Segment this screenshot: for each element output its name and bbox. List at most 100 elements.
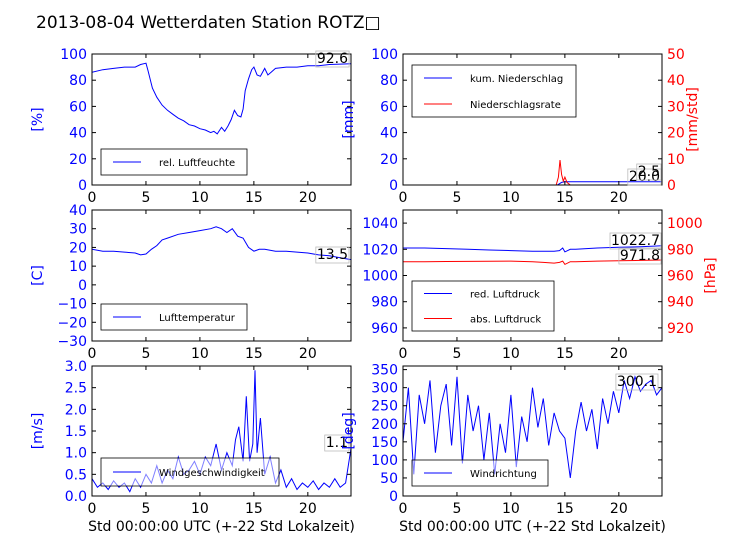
y-tick-label: 20 [69, 152, 87, 168]
legend-label: kum. Niederschlag [470, 74, 563, 85]
y-tick-label: 80 [69, 73, 87, 89]
y-tick-label: 40 [69, 126, 87, 142]
legend-label: red. Luftdruck [470, 290, 540, 301]
x-tick-label: 20 [610, 501, 628, 517]
y-tick-label: 250 [371, 399, 398, 415]
y-tick-label: −10 [57, 297, 87, 313]
y-tick-label: 50 [380, 471, 398, 487]
series-line-pressure-1 [403, 259, 662, 266]
x-tick-label: 20 [299, 501, 317, 517]
panel-pressure: 0 5 10 15 20 960 980 1000 1020 1040 920 940 960 980 10… [362, 209, 719, 362]
y-right-axis-label: [hPa] [703, 257, 719, 293]
y-tick-label: 3.0 [65, 359, 87, 375]
y-tick-label: −20 [57, 315, 87, 331]
legend-label: Niederschlagsrate [470, 100, 561, 111]
y-tick-label: 1020 [362, 242, 398, 258]
y-right-tick-label: 940 [667, 295, 694, 311]
annotation-box [609, 232, 662, 250]
annotation-box [615, 373, 659, 391]
y-tick-label: 960 [371, 321, 398, 337]
y-tick-label: 0 [389, 178, 398, 194]
x-tick-label: 15 [556, 346, 574, 362]
annotation-box [618, 247, 662, 265]
plot-frame [402, 53, 663, 186]
x-tick-label: 10 [191, 501, 209, 517]
x-tick-label: 15 [556, 190, 574, 206]
legend-box [411, 280, 555, 332]
x-tick-label: 0 [399, 346, 408, 362]
y-tick-label: 20 [380, 152, 398, 168]
x-tick-label: 10 [502, 501, 520, 517]
y-tick-label: 0 [389, 489, 398, 505]
y-tick-label: 60 [69, 99, 87, 115]
legend-box [411, 64, 577, 118]
x-tick-label: 5 [141, 501, 150, 517]
y-tick-label: 1040 [362, 216, 398, 232]
y-axis-label: [C] [30, 265, 46, 286]
annotation-box [636, 163, 662, 181]
y-tick-label: 300 [371, 381, 398, 397]
y-tick-label: −30 [57, 334, 87, 350]
y-axis-label: [m/s] [30, 413, 46, 450]
legend-label: Windrichtung [470, 469, 537, 480]
value-annotation: 971.8 [620, 248, 660, 264]
value-annotation: 1022.7 [611, 233, 660, 249]
value-annotation: 300.1 [617, 374, 657, 390]
series-line-precipitation-1 [403, 160, 662, 185]
y-tick-label: 100 [60, 47, 87, 63]
y-tick-label: 200 [371, 417, 398, 433]
x-tick-label: 0 [88, 190, 97, 206]
x-tick-label: 20 [610, 190, 628, 206]
y-tick-label: 100 [371, 453, 398, 469]
y-right-tick-label: 920 [667, 321, 694, 337]
x-tick-label: 15 [245, 346, 263, 362]
panel-humidity: 0 5 10 15 20 0 20 40 60 80 100 [%] rel. Luftfeuchte 9… [30, 47, 352, 206]
x-axis-label: Std 00:00:00 UTC (+-22 Std Lokalzeit) [399, 519, 666, 535]
x-tick-label: 5 [452, 190, 461, 206]
y-tick-label: 1.5 [65, 424, 87, 440]
y-tick-label: 30 [69, 222, 87, 238]
legend: Windrichtung [411, 459, 549, 487]
x-tick-label: 0 [88, 346, 97, 362]
y-tick-label: 60 [380, 99, 398, 115]
x-tick-label: 15 [556, 501, 574, 517]
y-right-tick-label: 20 [667, 126, 685, 142]
y-right-tick-label: 10 [667, 152, 685, 168]
y-tick-label: 40 [380, 126, 398, 142]
series-line-temperature-0 [92, 226, 351, 261]
x-tick-label: 5 [141, 190, 150, 206]
y-axis-label: [%] [30, 107, 46, 131]
y-right-tick-label: 0 [667, 178, 676, 194]
y-tick-label: 1.0 [65, 446, 87, 462]
legend-label: abs. Luftdruck [470, 315, 541, 326]
plot-frame [402, 365, 663, 497]
x-tick-label: 5 [452, 346, 461, 362]
x-tick-label: 10 [191, 346, 209, 362]
y-tick-label: 10 [69, 259, 87, 275]
value-annotation: 13.5 [317, 247, 348, 263]
y-tick-label: 80 [380, 73, 398, 89]
x-tick-label: 5 [452, 501, 461, 517]
series-line-precipitation-0 [403, 181, 662, 185]
y-tick-label: 1000 [362, 269, 398, 285]
x-tick-label: 20 [299, 190, 317, 206]
legend: kum. Niederschlag Niederschlagsrate [411, 64, 577, 118]
x-tick-label: 0 [399, 501, 408, 517]
annotation-box [315, 246, 350, 264]
y-tick-label: 0 [78, 178, 87, 194]
annotation-box [324, 434, 350, 452]
y-right-tick-label: 50 [667, 47, 685, 63]
legend-label: Lufttemperatur [159, 313, 236, 324]
legend: red. Luftdruck abs. Luftdruck [411, 280, 555, 332]
y-right-tick-label: 30 [667, 99, 685, 115]
x-tick-label: 20 [610, 346, 628, 362]
x-tick-label: 5 [141, 346, 150, 362]
y-tick-label: 150 [371, 435, 398, 451]
legend: Lufttemperatur [100, 303, 248, 331]
y-tick-label: 350 [371, 363, 398, 379]
x-tick-label: 0 [88, 501, 97, 517]
plot-frame [91, 53, 352, 186]
